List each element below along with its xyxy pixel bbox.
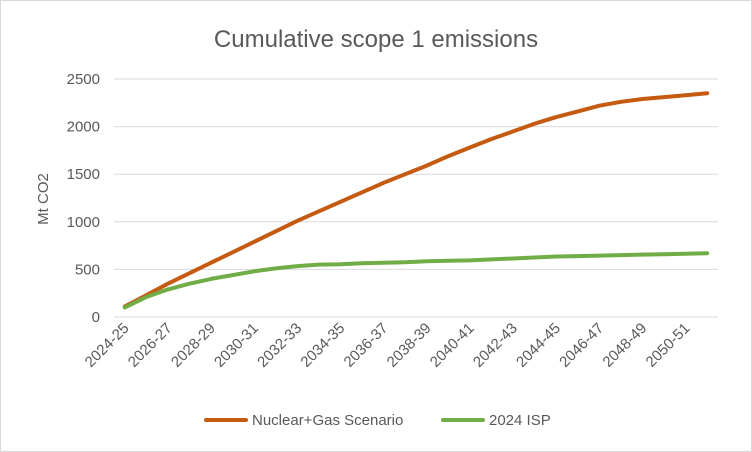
x-tick-label: 2026-27 [125,320,176,371]
x-tick-label: 2040-41 [427,320,478,371]
x-tick-label: 2042-43 [470,320,521,371]
legend-label: 2024 ISP [489,412,551,429]
series-lines [122,91,710,310]
y-tick-label: 1000 [67,214,100,231]
x-tick-label: 2024-25 [82,320,133,371]
legend: Nuclear+Gas Scenario 2024 ISP [204,412,551,429]
y-axis-title: Mt CO2 [35,173,52,225]
x-tick-label: 2036-37 [341,320,392,371]
x-tick-label: 2028-29 [168,320,219,371]
x-tick-label: 2032-33 [254,320,305,371]
x-tick-label: 2050-51 [643,320,694,371]
y-axis-ticks: 0 500 1000 1500 2000 2500 [67,71,100,326]
legend-label: Nuclear+Gas Scenario [252,412,403,429]
x-tick-label: 2048-49 [599,320,650,371]
x-tick-label: 2046-47 [556,320,607,371]
x-axis-ticks: 2024-252026-272028-292030-312032-332034-… [82,320,694,371]
x-tick-label: 2044-45 [513,320,564,371]
gridlines [114,78,718,318]
chart-title: Cumulative scope 1 emissions [214,26,538,53]
y-tick-label: 500 [75,261,100,278]
series-line-nuclear-gas [122,91,710,309]
y-tick-label: 1500 [67,166,100,183]
x-tick-label: 2030-31 [211,320,262,371]
x-tick-label: 2038-39 [384,320,435,371]
y-tick-label: 0 [92,309,100,326]
y-tick-label: 2500 [67,71,100,88]
x-tick-label: 2034-35 [297,320,348,371]
y-tick-label: 2000 [67,119,100,136]
series-line-isp-2024 [122,251,710,310]
